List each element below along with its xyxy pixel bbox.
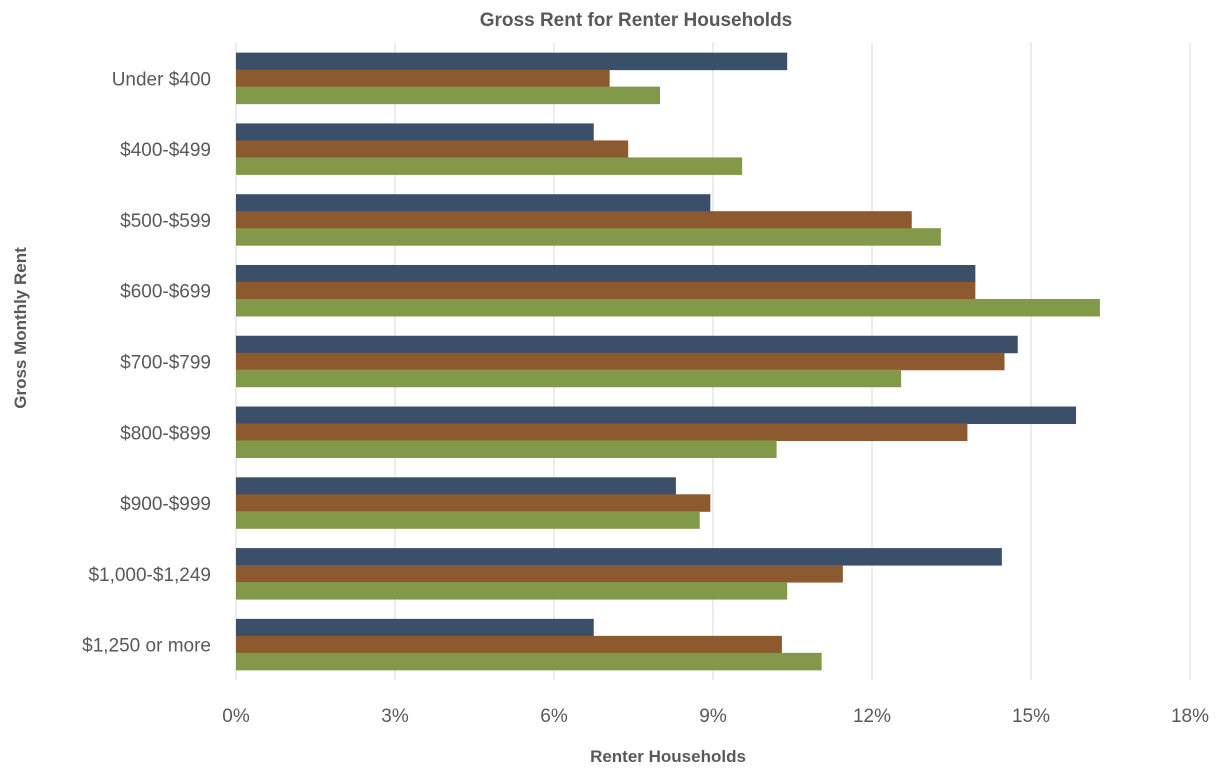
category-label: $500-$599 bbox=[120, 211, 211, 232]
bar bbox=[236, 511, 700, 529]
bar bbox=[236, 548, 1002, 566]
bar bbox=[236, 369, 902, 388]
x-tick-label: 6% bbox=[540, 706, 568, 727]
category-label: $700-$799 bbox=[120, 353, 211, 374]
bar bbox=[236, 228, 941, 246]
bar bbox=[236, 140, 629, 158]
bar bbox=[236, 335, 1018, 354]
bar bbox=[236, 194, 711, 212]
bar bbox=[236, 86, 660, 105]
x-tick-label: 3% bbox=[381, 706, 409, 727]
bar bbox=[236, 565, 843, 583]
bars bbox=[236, 52, 1100, 671]
bar bbox=[236, 123, 594, 141]
x-tick-label: 15% bbox=[1012, 706, 1050, 727]
bar bbox=[236, 52, 788, 71]
x-tick-label: 9% bbox=[699, 706, 727, 727]
chart-title: Gross Rent for Renter Households bbox=[480, 10, 793, 31]
category-labels: Under $400 $400-$499 $500-$599 $600-$699 $70… bbox=[82, 69, 211, 656]
bar bbox=[236, 635, 782, 654]
category-label: $400-$499 bbox=[120, 140, 211, 161]
category-label: $800-$899 bbox=[120, 423, 211, 444]
bar bbox=[236, 157, 743, 175]
bar bbox=[236, 211, 912, 229]
category-label: $1,000-$1,249 bbox=[88, 565, 211, 586]
bar bbox=[236, 298, 1100, 317]
category-label: $1,250 or more bbox=[82, 636, 211, 657]
bar bbox=[236, 423, 968, 442]
bar bbox=[236, 69, 610, 88]
bar bbox=[236, 652, 822, 671]
x-axis-title: Renter Households bbox=[590, 747, 746, 766]
bar bbox=[236, 440, 777, 459]
bar bbox=[236, 406, 1077, 425]
category-label: $600-$699 bbox=[120, 282, 211, 303]
x-tick-label: 18% bbox=[1171, 706, 1209, 727]
bar bbox=[236, 264, 976, 283]
x-tick-labels: 0% 3% 6% 9% 12% 15% 18% bbox=[222, 706, 1209, 727]
y-axis-title: Gross Monthly Rent bbox=[11, 247, 30, 409]
bar bbox=[236, 477, 676, 495]
category-label: Under $400 bbox=[112, 69, 211, 90]
bar bbox=[236, 352, 1005, 371]
category-label: $900-$999 bbox=[120, 494, 211, 515]
bar bbox=[236, 281, 976, 300]
bar bbox=[236, 618, 594, 637]
bar bbox=[236, 494, 711, 512]
x-tick-label: 0% bbox=[222, 706, 250, 727]
bar bbox=[236, 582, 788, 600]
x-tick-label: 12% bbox=[853, 706, 891, 727]
